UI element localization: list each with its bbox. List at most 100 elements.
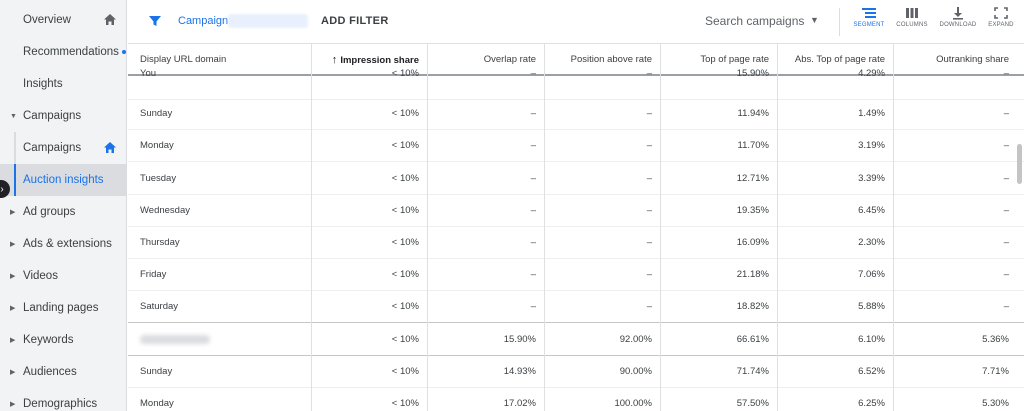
- column-header-label: Abs. Top of page rate: [794, 54, 885, 65]
- sidebar: Overview Recommendations Insights ▼ Campaign…: [0, 0, 127, 411]
- sidebar-item-landing-pages[interactable]: ▶ Landing pages: [0, 292, 127, 324]
- cell-overlap-rate: –: [530, 237, 536, 248]
- cell-overlap-rate: –: [530, 269, 536, 281]
- column-divider[interactable]: [427, 44, 428, 411]
- column-divider[interactable]: [544, 44, 545, 411]
- sidebar-item-videos[interactable]: ▶ Videos: [0, 260, 127, 292]
- column-header-impression-share[interactable]: ↑ Impression share: [311, 44, 419, 76]
- table-row: Tuesday < 10% – – 12.71% 3.39% –: [128, 163, 1024, 195]
- caret-right-icon[interactable]: ▶: [10, 305, 16, 312]
- column-header-outranking-share[interactable]: Outranking share: [893, 44, 1009, 76]
- expand-button[interactable]: EXPAND: [978, 6, 1024, 40]
- cell-abs-top-of-page-rate: 1.49%: [858, 108, 885, 120]
- sidebar-item-campaigns[interactable]: ▼ Campaigns: [0, 100, 127, 132]
- cell-outranking-share: –: [1003, 108, 1009, 120]
- cell-top-of-page-rate: 18.82%: [736, 301, 769, 313]
- sort-ascending-icon[interactable]: ↑: [331, 54, 341, 66]
- cell-display-url-domain: Sunday: [140, 365, 173, 377]
- cell-position-above-rate: –: [646, 301, 652, 313]
- cell-abs-top-of-page-rate: 2.30%: [858, 237, 885, 248]
- cell-abs-top-of-page-rate: 6.25%: [858, 398, 885, 409]
- column-divider[interactable]: [660, 44, 661, 411]
- column-header-abs-top-of-page-rate[interactable]: Abs. Top of page rate: [777, 44, 885, 76]
- sidebar-item-recommendations[interactable]: Recommendations: [0, 36, 127, 68]
- segment-label: SEGMENT: [853, 22, 885, 28]
- cell-position-above-rate: –: [646, 172, 652, 184]
- column-divider[interactable]: [777, 44, 778, 411]
- sidebar-item-ads-extensions[interactable]: ▶ Ads & extensions: [0, 228, 127, 260]
- table-header: Display URL domain ↑ Impression share Over…: [128, 44, 1024, 76]
- cell-outranking-share: –: [1003, 204, 1009, 216]
- sidebar-item-label: Overview: [23, 14, 71, 26]
- sidebar-item-campaigns[interactable]: Campaigns: [0, 132, 127, 164]
- cell-outranking-share: –: [1003, 237, 1009, 248]
- download-button[interactable]: DOWNLOAD: [935, 6, 981, 40]
- sidebar-item-audiences[interactable]: ▶ Audiences: [0, 356, 127, 388]
- column-divider[interactable]: [311, 44, 312, 411]
- sidebar-item-keywords[interactable]: ▶ Keywords: [0, 324, 127, 356]
- search-campaigns-input[interactable]: Search campaigns: [705, 14, 805, 28]
- sidebar-item-auction-insights[interactable]: Auction insights: [0, 164, 127, 196]
- segment-button[interactable]: SEGMENT: [846, 6, 892, 40]
- table-row: Sunday < 10% – – 11.94% 1.49% –: [128, 98, 1024, 131]
- cell-abs-top-of-page-rate: 6.10%: [858, 333, 885, 345]
- cell-top-of-page-rate: 11.70%: [737, 140, 769, 152]
- cell-position-above-rate: –: [646, 108, 652, 120]
- column-header-position-above-rate[interactable]: Position above rate: [544, 44, 652, 76]
- scrollbar[interactable]: [1017, 144, 1022, 184]
- cell-display-url-domain: Monday: [140, 140, 174, 152]
- column-divider[interactable]: [893, 44, 894, 411]
- column-header-top-of-page-rate[interactable]: Top of page rate: [660, 44, 769, 76]
- caret-right-icon[interactable]: ▶: [10, 369, 16, 376]
- sidebar-item-ad-groups[interactable]: ▶ Ad groups: [0, 196, 127, 228]
- caret-down-icon[interactable]: ▼: [10, 112, 17, 120]
- caret-right-icon[interactable]: ▶: [10, 209, 16, 216]
- sidebar-item-insights[interactable]: Insights: [0, 68, 127, 100]
- table-row: Monday < 10% – – 11.70% 3.19% –: [128, 130, 1024, 163]
- sidebar-item-label: Keywords: [23, 334, 74, 346]
- cell-display-url-domain: Tuesday: [140, 172, 177, 184]
- sidebar-item-label: Campaigns: [23, 142, 82, 154]
- columns-button[interactable]: COLUMNS: [889, 6, 935, 40]
- cell-top-of-page-rate: 11.94%: [737, 108, 769, 120]
- cell-display-url-domain: Saturday: [140, 301, 179, 313]
- campaign-filter-chip[interactable]: Campaign:: [178, 15, 232, 27]
- sidebar-item-label: Auction insights: [23, 174, 104, 186]
- collapse-sidebar-button[interactable]: ›: [0, 180, 10, 198]
- cell-top-of-page-rate: 71.74%: [736, 365, 769, 377]
- sidebar-item-demographics[interactable]: ▶ Demographics: [0, 388, 127, 411]
- add-filter-button[interactable]: ADD FILTER: [321, 15, 389, 27]
- cell-display-url-domain: Sunday: [140, 108, 173, 120]
- chevron-down-icon[interactable]: ▼: [810, 15, 819, 25]
- cell-outranking-share: –: [1003, 68, 1009, 79]
- cell-impression-share: < 10%: [391, 269, 419, 281]
- cell-overlap-rate: 17.02%: [503, 398, 536, 409]
- cell-display-url-domain: Wednesday: [140, 204, 190, 216]
- cell-abs-top-of-page-rate: 3.19%: [858, 140, 885, 152]
- cell-impression-share: < 10%: [391, 172, 419, 184]
- cell-outranking-share: –: [1003, 172, 1009, 184]
- cell-position-above-rate: –: [646, 204, 652, 216]
- cell-position-above-rate: –: [646, 269, 652, 281]
- caret-right-icon[interactable]: ▶: [10, 337, 16, 344]
- caret-right-icon[interactable]: ▶: [10, 273, 16, 280]
- sidebar-item-label: Demographics: [23, 398, 98, 410]
- caret-right-icon[interactable]: ▶: [10, 401, 16, 408]
- table-row: You < 10% – – 15.90% 4.29% –: [128, 66, 1024, 100]
- cell-impression-share: < 10%: [391, 108, 419, 120]
- sidebar-item-label: Landing pages: [23, 302, 99, 314]
- cell-impression-share: < 10%: [391, 68, 419, 79]
- toolbar: Campaign: ADD FILTER Search campaigns ▼ …: [128, 0, 1024, 44]
- column-header-label: Impression share: [340, 55, 419, 66]
- columns-label: COLUMNS: [896, 22, 928, 28]
- cell-position-above-rate: 100.00%: [614, 398, 652, 409]
- download-label: DOWNLOAD: [939, 22, 977, 28]
- caret-right-icon[interactable]: ▶: [10, 241, 16, 248]
- filter-icon[interactable]: [148, 14, 162, 28]
- column-header-label: Position above rate: [570, 54, 652, 65]
- cell-outranking-share: 5.36%: [982, 333, 1009, 345]
- download-icon: [953, 7, 963, 20]
- column-header-display-url-domain[interactable]: Display URL domain: [140, 44, 311, 76]
- column-header-overlap-rate[interactable]: Overlap rate: [427, 44, 536, 76]
- sidebar-item-overview[interactable]: Overview: [0, 4, 127, 36]
